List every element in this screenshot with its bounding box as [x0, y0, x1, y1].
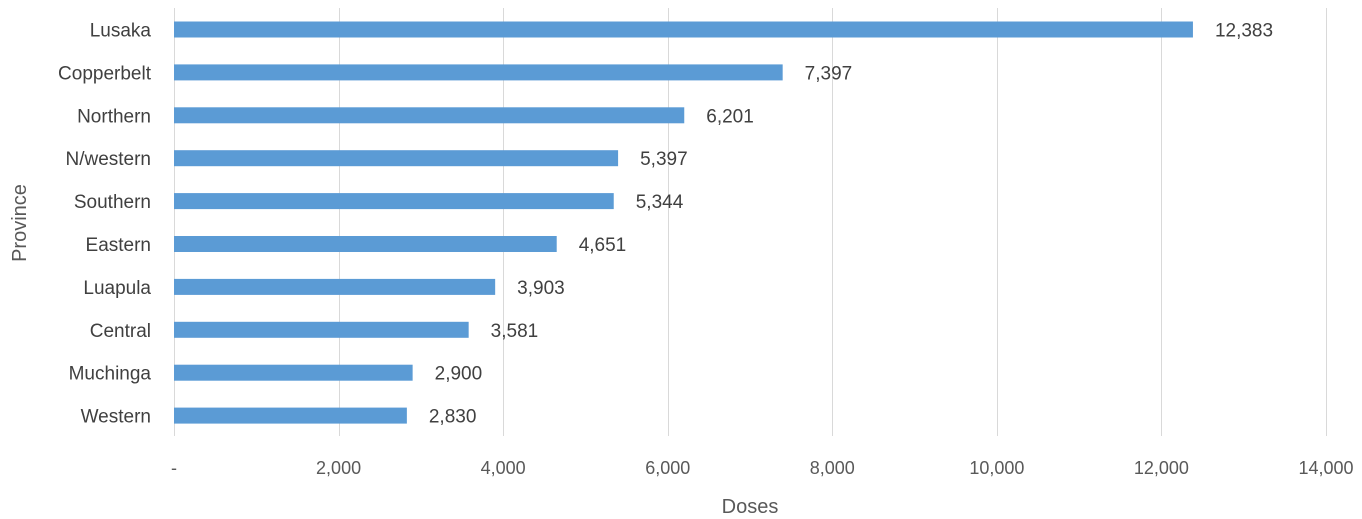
category-label: Muchinga [69, 364, 152, 385]
x-tick-label: 8,000 [810, 458, 855, 478]
bar [174, 150, 619, 167]
data-label: 12,383 [1215, 21, 1273, 42]
bar [174, 21, 1193, 38]
data-labels: 12,383 7,397 6,201 5,397 5,344 4,651 3,903 3,58… [429, 21, 1273, 428]
data-label: 2,900 [435, 364, 483, 385]
category-label: N/western [65, 149, 151, 170]
data-label: 5,397 [640, 149, 688, 170]
x-tick-label: 10,000 [969, 458, 1024, 478]
category-label: Eastern [86, 235, 151, 256]
category-label: Central [90, 321, 151, 342]
category-label: Lusaka [90, 21, 152, 42]
x-tick-label: 12,000 [1134, 458, 1189, 478]
data-label: 2,830 [429, 407, 477, 428]
data-label: 3,581 [491, 321, 539, 342]
bar [174, 407, 407, 424]
y-axis-title: Province [9, 184, 31, 262]
bars [174, 21, 1193, 424]
category-label: Luapula [83, 278, 151, 299]
data-label: 5,344 [636, 192, 684, 213]
x-tick-labels: - 2,000 4,000 6,000 8,000 10,000 12,000 14,000 [171, 458, 1354, 478]
bar [174, 193, 614, 210]
x-tick-label: - [171, 458, 177, 478]
data-label: 3,903 [517, 278, 565, 299]
bar [174, 278, 496, 295]
x-axis-title: Doses [722, 496, 779, 518]
category-label: Southern [74, 192, 151, 213]
data-label: 6,201 [706, 106, 754, 127]
category-label: Copperbelt [58, 63, 152, 84]
data-label: 4,651 [579, 235, 627, 256]
bar [174, 64, 783, 81]
x-tick-label: 14,000 [1298, 458, 1353, 478]
data-label: 7,397 [805, 63, 853, 84]
bar [174, 321, 469, 338]
bar [174, 364, 413, 381]
category-labels: Lusaka Copperbelt Northern N/western Souther… [58, 21, 152, 428]
x-tick-label: 2,000 [316, 458, 361, 478]
bar [174, 107, 685, 124]
x-tick-label: 4,000 [481, 458, 526, 478]
bar [174, 236, 557, 252]
category-label: Western [81, 407, 151, 428]
category-label: Northern [77, 106, 151, 127]
x-tick-label: 6,000 [645, 458, 690, 478]
